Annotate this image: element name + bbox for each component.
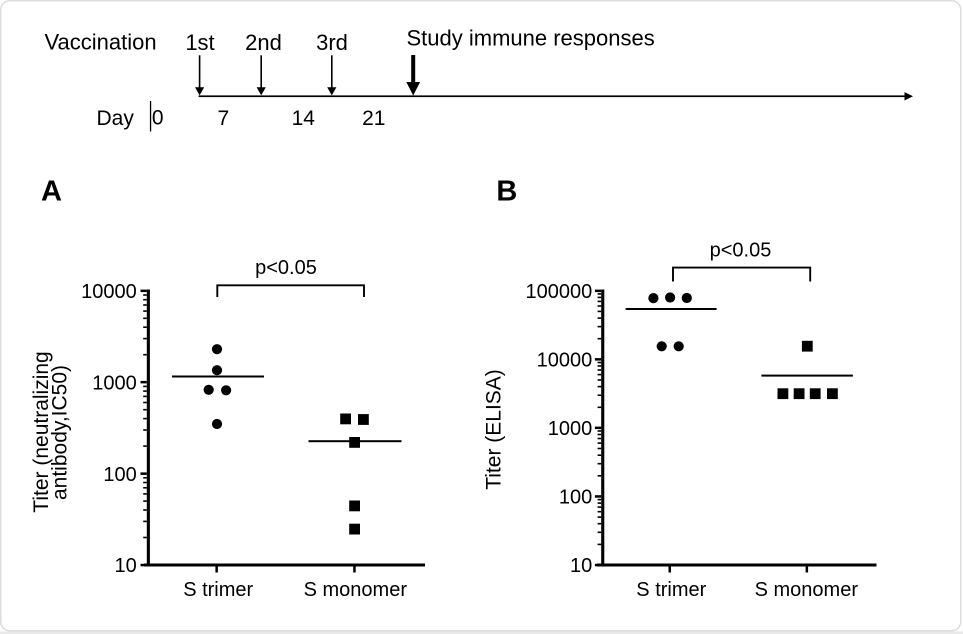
svg-text:Vaccination: Vaccination bbox=[45, 30, 157, 55]
svg-text:p<0.05: p<0.05 bbox=[255, 257, 317, 279]
svg-text:Titer (neutralizing: Titer (neutralizing bbox=[30, 351, 53, 512]
svg-text:100: 100 bbox=[103, 464, 136, 486]
svg-text:1st: 1st bbox=[185, 30, 214, 55]
svg-text:10: 10 bbox=[115, 555, 137, 577]
svg-text:10000: 10000 bbox=[537, 350, 593, 372]
svg-text:10: 10 bbox=[570, 555, 592, 577]
svg-text:1000: 1000 bbox=[548, 418, 593, 440]
svg-text:10000: 10000 bbox=[81, 281, 137, 303]
svg-text:A: A bbox=[41, 176, 62, 208]
svg-text:S monomer: S monomer bbox=[304, 579, 408, 601]
svg-text:S trimer: S trimer bbox=[636, 579, 706, 601]
svg-text:100: 100 bbox=[559, 487, 592, 509]
svg-text:S monomer: S monomer bbox=[755, 579, 859, 601]
svg-text:antibody,IC50): antibody,IC50) bbox=[49, 365, 72, 500]
svg-text:1000: 1000 bbox=[92, 372, 137, 394]
svg-text:0: 0 bbox=[152, 107, 164, 130]
svg-text:3rd: 3rd bbox=[316, 30, 348, 55]
svg-text:p<0.05: p<0.05 bbox=[710, 239, 772, 261]
svg-text:Study immune responses: Study immune responses bbox=[407, 26, 655, 51]
svg-text:100000: 100000 bbox=[526, 281, 593, 303]
svg-text:Day: Day bbox=[97, 107, 135, 130]
svg-text:14: 14 bbox=[292, 107, 316, 130]
svg-text:21: 21 bbox=[362, 107, 385, 130]
svg-text:7: 7 bbox=[218, 107, 230, 130]
svg-text:S trimer: S trimer bbox=[183, 579, 253, 601]
svg-text:B: B bbox=[496, 175, 517, 207]
svg-text:2nd: 2nd bbox=[245, 30, 282, 55]
svg-text:Titer (ELISA): Titer (ELISA) bbox=[483, 369, 506, 490]
